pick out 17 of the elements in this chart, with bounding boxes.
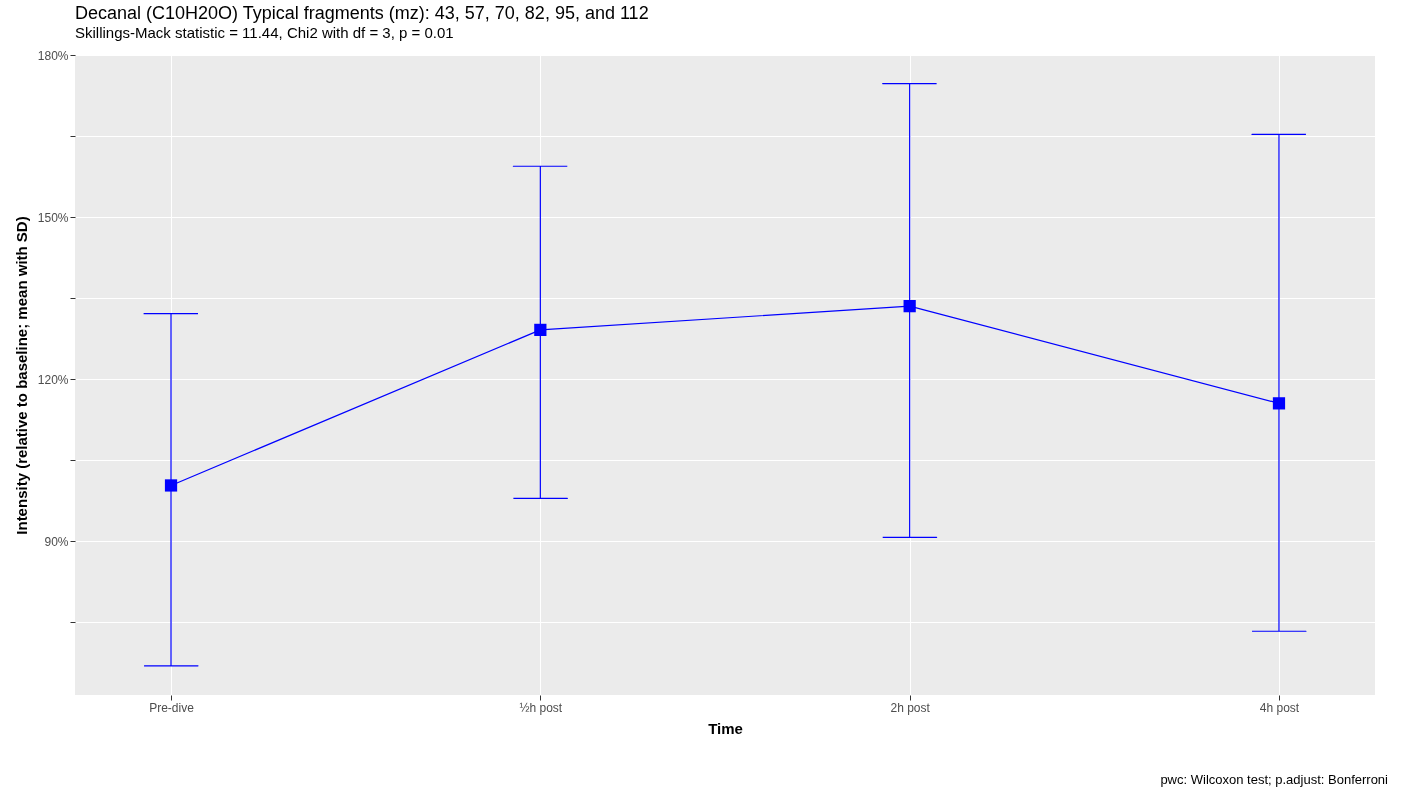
x-tick-label: Pre-dive (149, 700, 195, 715)
point (1272, 397, 1286, 410)
x-axis-title: Time (708, 719, 743, 737)
point (534, 323, 547, 337)
y-tick-label: 120% (37, 372, 69, 387)
text: pwc: Wilcoxon test; p.adjust: Bonferroni (1160, 772, 1388, 787)
y-tick-label: 90% (44, 534, 69, 549)
chart-subtitle: Skillings-Mack statistic = 11.44, Chi2 with df = 3, p = 0.01 (75, 24, 454, 41)
chart-title: Decanal (C10H20O) Typical fragments (mz): 43, 57, 70, 82, 95, and 112 (75, 3, 649, 23)
y-tick-label: 150% (37, 210, 69, 225)
y-axis-title: Intensity (relative to baseline; mean with SD) (12, 216, 30, 535)
y-tick-label: 180% (37, 48, 69, 63)
x-tick-label: 2h post (890, 700, 931, 715)
point (164, 479, 178, 492)
point (903, 300, 916, 313)
x-tick-label: 4h post (1259, 700, 1300, 715)
x-tick-label: ½h post (519, 700, 563, 715)
